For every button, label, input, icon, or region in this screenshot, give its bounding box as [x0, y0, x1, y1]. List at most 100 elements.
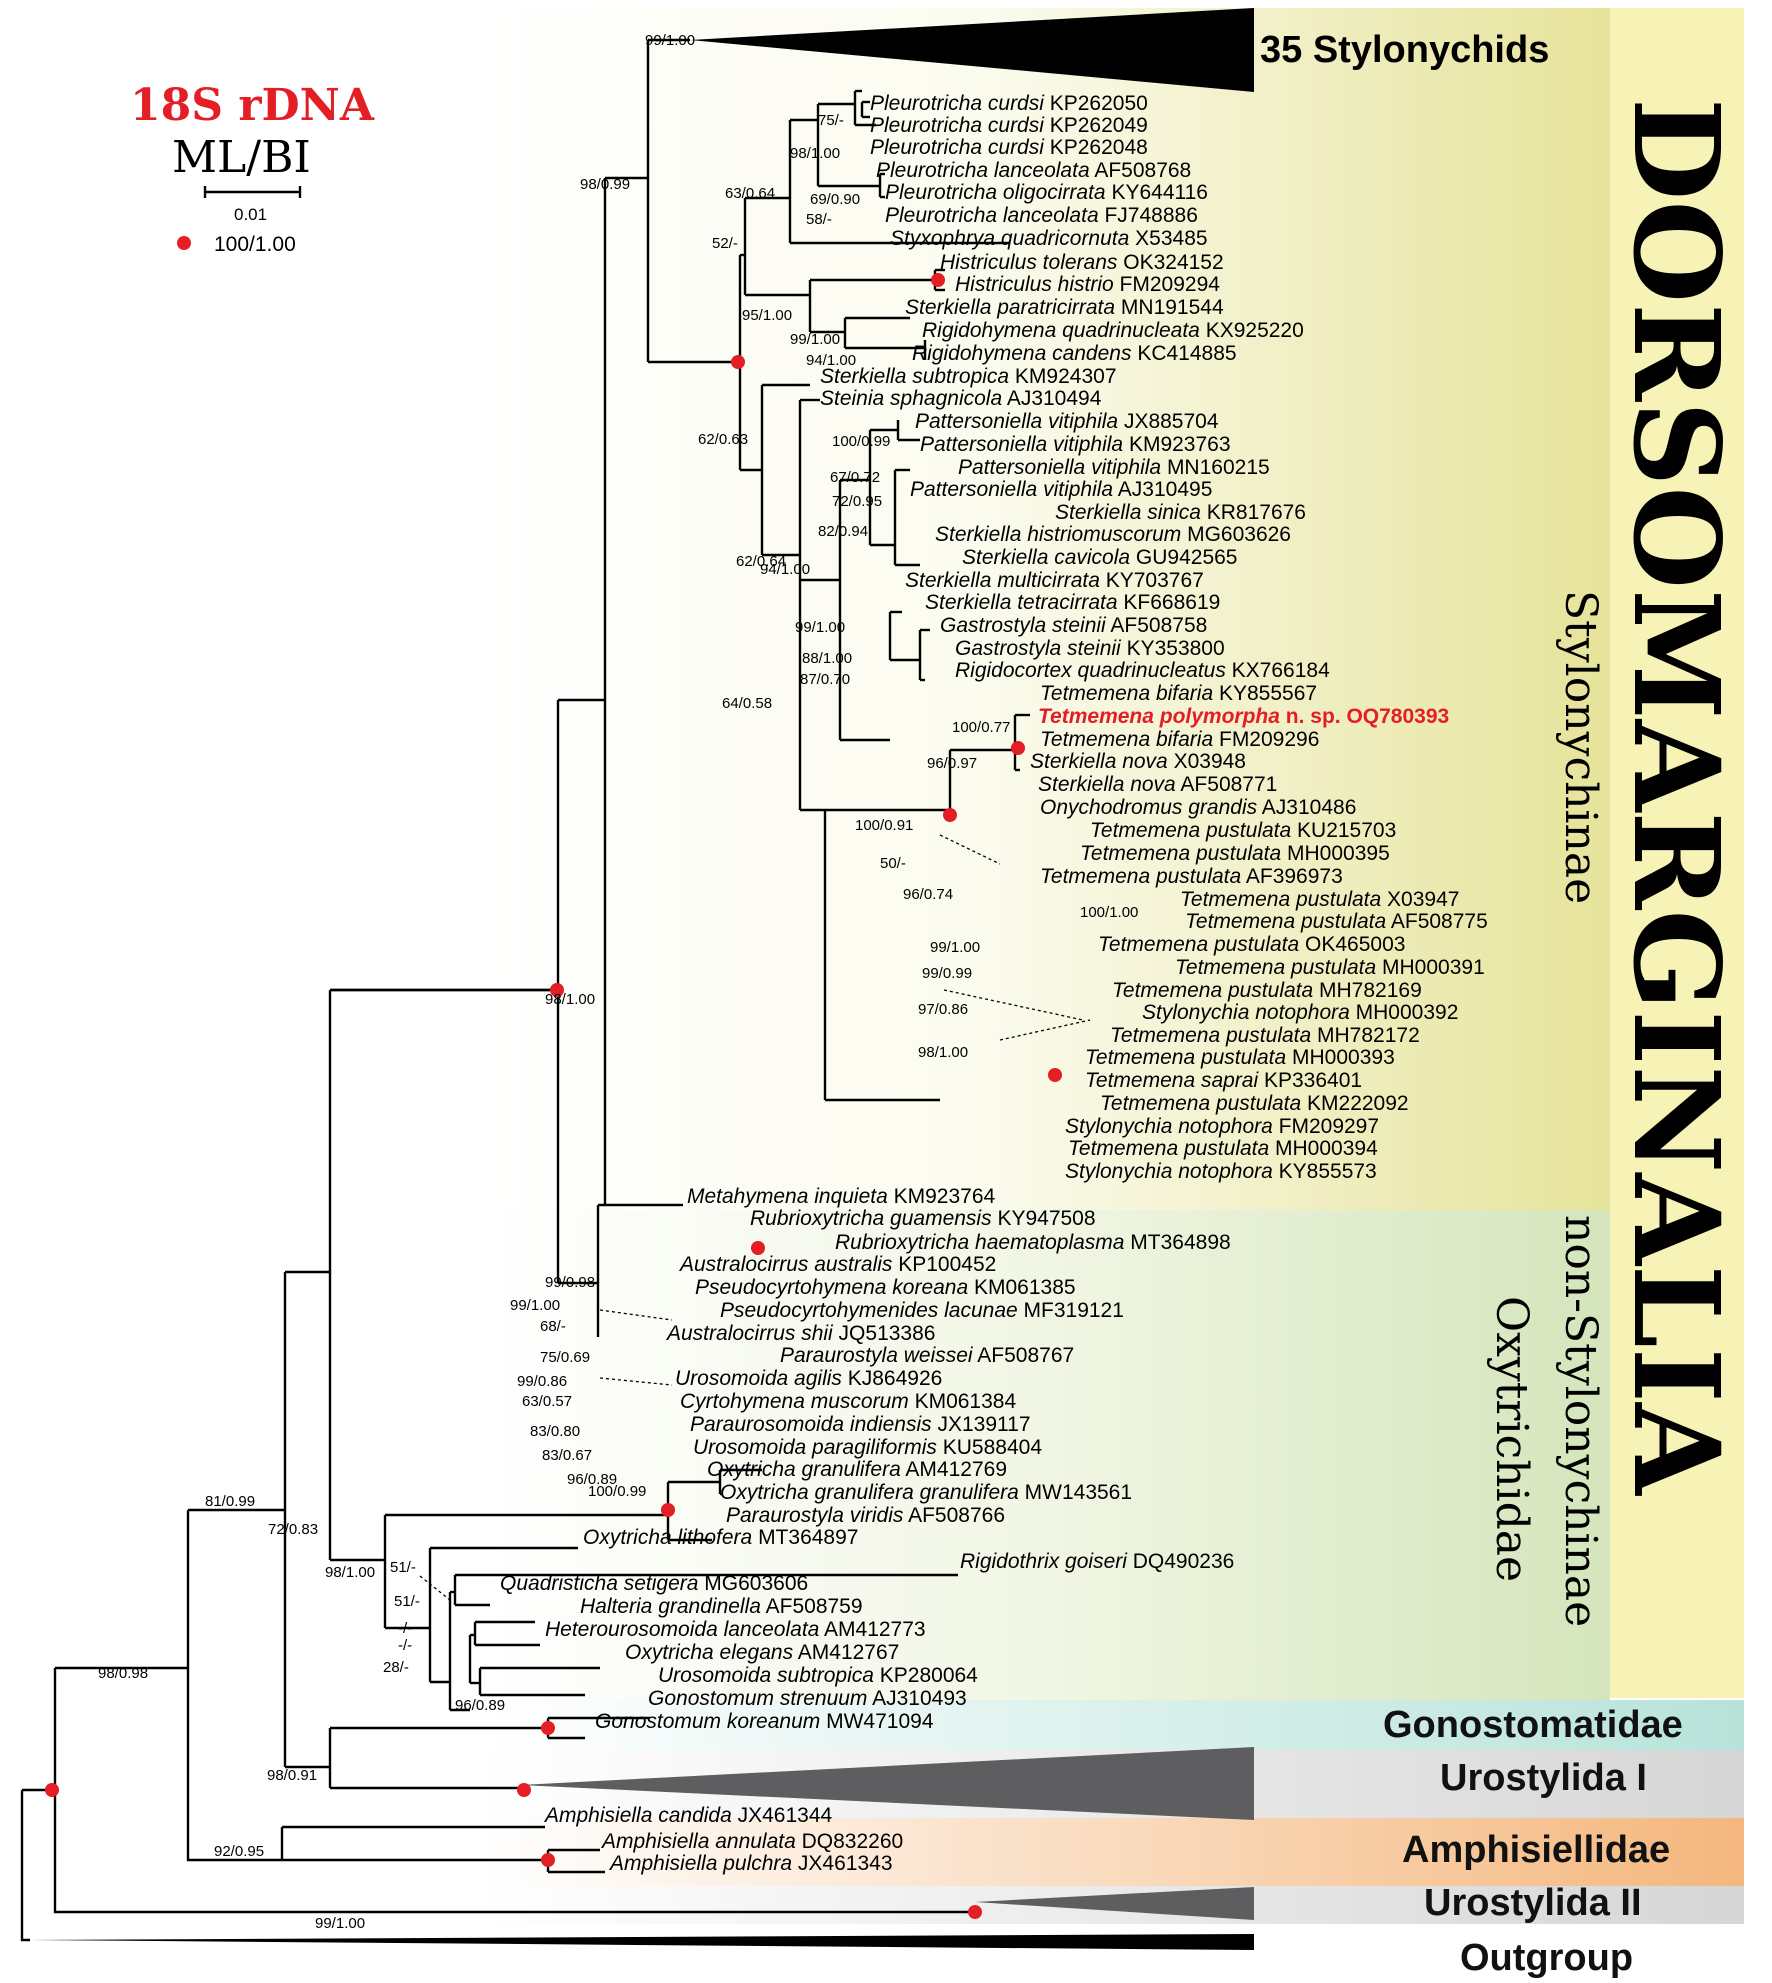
support-value: -/- — [398, 1620, 412, 1637]
support-value: -/- — [398, 1637, 412, 1654]
taxon-labels: Pleurotricha curdsi KP262050Pleurotricha… — [500, 92, 1488, 1875]
support-value: 63/0.64 — [725, 185, 775, 202]
urostylida-2-label: Urostylida II — [1424, 1882, 1642, 1924]
taxon-label: Pleurotricha curdsi KP262049 — [870, 114, 1148, 137]
support-value: 98/0.91 — [267, 1767, 317, 1784]
taxon-label: Tetmemena pustulata KU215703 — [1090, 819, 1396, 842]
taxon-label: Pleurotricha curdsi KP262050 — [870, 92, 1148, 115]
support-value: 82/0.94 — [818, 523, 868, 540]
legend-dot-icon — [177, 236, 191, 250]
support-value: 68/- — [540, 1318, 566, 1335]
taxon-label: Oxytricha elegans AM412767 — [625, 1641, 899, 1664]
support-value: 99/1.00 — [795, 619, 845, 636]
legend-title: 18S rDNA — [130, 80, 375, 131]
dorsomarginalia-label: DORSOMARGINALIA — [1607, 98, 1746, 1496]
support-value: 98/1.00 — [545, 991, 595, 1008]
support-value: 99/1.00 — [510, 1297, 560, 1314]
taxon-label: Urosomoida paragiliformis KU588404 — [693, 1436, 1042, 1459]
support-value: 87/0.70 — [800, 671, 850, 688]
urostylida-1-label: Urostylida I — [1440, 1757, 1647, 1799]
gonostomatidae-label: Gonostomatidae — [1383, 1704, 1683, 1746]
support-value: 75/0.69 — [540, 1349, 590, 1366]
taxon-label: Oxytricha granulifera granulifera MW1435… — [720, 1481, 1132, 1504]
support-value: 100/0.99 — [588, 1483, 646, 1500]
taxon-label: Sterkiella sinica KR817676 — [1055, 501, 1306, 524]
taxon-label: Halteria grandinella AF508759 — [580, 1595, 863, 1618]
non-stylonychinae-label: non-Stylonychinae — [1555, 1215, 1606, 1627]
taxon-label: Pleurotricha lanceolata FJ748886 — [885, 204, 1198, 227]
amphisiellidae-band — [480, 1818, 1744, 1886]
taxon-label: Tetmemena pustulata AF508775 — [1185, 910, 1488, 933]
taxon-label: Tetmemena bifaria FM209296 — [1040, 728, 1319, 751]
support-value: 96/0.89 — [567, 1471, 617, 1488]
stylonychinae-background — [480, 8, 1610, 1210]
taxon-label: Tetmemena pustulata MH000395 — [1080, 842, 1390, 865]
support-value: 99/1.00 — [315, 1915, 365, 1932]
taxon-label: Tetmemena pustulata MH000391 — [1175, 956, 1485, 979]
support-value: 75/- — [818, 112, 844, 129]
taxon-label: Paraurosomoida indiensis JX139117 — [690, 1413, 1031, 1436]
taxon-label: Tetmemena saprai KP336401 — [1085, 1069, 1362, 1092]
scale-value: 0.01 — [234, 205, 267, 224]
taxon-label: Pattersoniella vitiphila JX885704 — [915, 410, 1219, 433]
taxon-label: Rigidothrix goiseri DQ490236 — [960, 1550, 1234, 1573]
taxon-label: Amphisiella candida JX461344 — [543, 1804, 833, 1827]
support-value: 83/0.80 — [530, 1423, 580, 1440]
taxon-label: Steinia sphagnicola AJ310494 — [820, 387, 1102, 410]
taxon-label: Onychodromus grandis AJ310486 — [1040, 796, 1356, 819]
support-value: 98/1.00 — [918, 1044, 968, 1061]
support-value: 100/0.91 — [855, 817, 913, 834]
taxon-label: Rubrioxytricha haematoplasma MT364898 — [835, 1231, 1231, 1254]
gonostomatidae-band — [480, 1700, 1744, 1750]
taxon-label: Oxytricha granulifera AM412769 — [707, 1458, 1007, 1481]
taxon-label: Tetmemena bifaria KY855567 — [1040, 682, 1317, 705]
outgroup-label: Outgroup — [1460, 1937, 1633, 1979]
support-value: 96/0.89 — [455, 1697, 505, 1714]
support-value: 99/0.99 — [922, 965, 972, 982]
support-value: 94/1.00 — [760, 561, 810, 578]
taxon-label: Pseudocyrtohymenides lacunae MF319121 — [720, 1299, 1124, 1322]
taxon-label: Sterkiella tetracirrata KF668619 — [925, 591, 1220, 614]
taxon-label: Sterkiella histriomuscorum MG603626 — [935, 523, 1291, 546]
support-value: 64/0.58 — [722, 695, 772, 712]
collapsed-clade-outgroup — [30, 1934, 1254, 1950]
taxon-label: Pattersoniella vitiphila MN160215 — [958, 456, 1270, 479]
taxon-label: Tetmemena polymorpha n. sp. OQ780393 — [1038, 705, 1449, 728]
taxon-label: Styxophrya quadricornuta X53485 — [890, 227, 1208, 250]
support-value: 98/0.98 — [98, 1665, 148, 1682]
dorsomarginalia-band — [1610, 8, 1744, 1698]
taxon-label: Histriculus histrio FM209294 — [955, 273, 1220, 296]
scale-bar — [203, 186, 302, 198]
support-value: 96/0.74 — [903, 886, 953, 903]
support-value: 98/1.00 — [325, 1564, 375, 1581]
taxon-label: Stylonychia notophora MH000392 — [1142, 1001, 1458, 1024]
taxon-label: Rigidohymena quadrinucleata KX925220 — [922, 319, 1304, 342]
taxon-label: Sterkiella paratricirrata MN191544 — [905, 296, 1224, 319]
taxon-label: Metahymena inquieta KM923764 — [687, 1185, 996, 1208]
oxytrichidae-background — [480, 1210, 1610, 1700]
support-value: 67/0.72 — [830, 469, 880, 486]
support-value: 98/1.00 — [790, 145, 840, 162]
support-value: 99/0.98 — [545, 1274, 595, 1291]
taxon-label: Sterkiella multicirrata KY703767 — [905, 569, 1204, 592]
taxon-label: Australocirrus shii JQ513386 — [665, 1322, 935, 1345]
support-value: 81/0.99 — [205, 1493, 255, 1510]
support-value: 92/0.95 — [214, 1843, 264, 1860]
support-value: 28/- — [383, 1659, 409, 1676]
taxon-label: Tetmemena pustulata MH782172 — [1110, 1024, 1420, 1047]
support-value: 99/1.00 — [790, 331, 840, 348]
taxon-label: Australocirrus australis KP100452 — [678, 1253, 996, 1276]
taxon-label: Stylonychia notophora KY855573 — [1065, 1160, 1377, 1183]
collapsed-clade-urostylida-2 — [975, 1887, 1254, 1920]
support-value: 58/- — [806, 211, 832, 228]
collapsed-clade-stylonychids — [690, 8, 1254, 92]
taxon-label: Amphisiella pulchra JX461343 — [608, 1852, 893, 1875]
taxon-label: Paraurostyla weissei AF508767 — [780, 1344, 1074, 1367]
taxon-label: Histriculus tolerans OK324152 — [940, 251, 1224, 274]
support-value: 50/- — [880, 855, 906, 872]
leader-lines — [419, 834, 1091, 1601]
taxon-label: Sterkiella subtropica KM924307 — [820, 365, 1117, 388]
legend-method: ML/BI — [172, 132, 311, 183]
support-value: 88/1.00 — [802, 650, 852, 667]
